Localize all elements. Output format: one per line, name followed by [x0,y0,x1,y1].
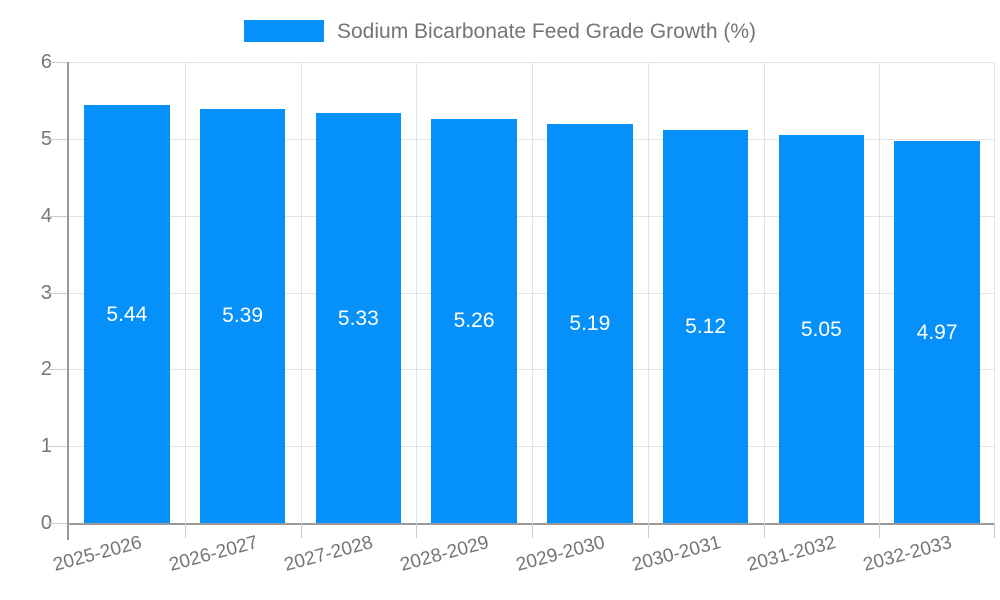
bar[interactable]: 5.12 [662,129,749,523]
bar[interactable]: 4.97 [894,141,980,523]
x-gridline [763,62,765,523]
bar-value-label: 5.33 [337,306,379,330]
y-tick-label: 1 [40,435,52,458]
bar-value-label: 5.44 [106,302,148,326]
y-tick-mark [47,62,67,63]
y-tick-mark [47,138,67,140]
x-gridline [416,62,418,523]
bar[interactable]: 5.26 [431,118,517,523]
bar[interactable]: 5.05 [778,135,865,523]
bar-value-label: 5.12 [685,314,727,338]
y-tick-label: 4 [40,204,52,227]
y-tick-label: 5 [40,127,52,150]
y-tick-mark [47,523,67,524]
x-tick-mark [300,523,302,538]
legend-item[interactable]: Sodium Bicarbonate Feed Grade Growth (%) [243,19,757,43]
x-tick-mark [763,523,765,538]
x-gridline [184,62,186,523]
bar-value-label: 5.05 [800,317,842,341]
bar[interactable]: 5.39 [199,108,286,523]
bar-value-label: 5.39 [222,304,264,328]
x-tick-mark [994,523,995,538]
y-tick-label: 6 [40,51,52,73]
plot-area: 5.44 2025-2026 5.39 2026-2027 5.33 2027-2028 5… [47,62,995,576]
y-axis-tick-extension [67,523,69,540]
x-tick-mark [647,523,649,538]
x-tick-mark [416,523,418,538]
x-tick-mark [532,523,533,538]
y-axis-labels: 0 1 2 3 4 5 6 [0,52,52,533]
x-axis-line [67,523,995,525]
x-gridline [994,62,995,523]
bar-value-label: 5.26 [453,309,495,333]
bar[interactable]: 5.33 [315,113,402,523]
y-tick-mark [47,292,67,294]
y-tick-label: 2 [40,358,52,381]
x-gridline [879,62,881,523]
y-tick-mark [47,446,67,448]
bar-value-label: 4.97 [916,320,958,344]
bar-value-label: 5.19 [569,312,611,336]
x-tick-mark [184,523,186,538]
bar[interactable]: 5.19 [547,124,633,523]
x-gridline [300,62,302,523]
legend-label: Sodium Bicarbonate Feed Grade Growth (%) [336,19,757,43]
x-gridline [647,62,649,523]
legend: Sodium Bicarbonate Feed Grade Growth (%) [0,20,1000,42]
legend-swatch [243,20,324,42]
y-tick-mark [47,215,67,217]
y-tick-mark [47,369,67,371]
x-tick-mark [879,523,881,538]
x-gridline [532,62,533,523]
y-tick-label: 0 [40,512,52,534]
y-tick-label: 3 [40,281,52,304]
bar[interactable]: 5.44 [84,105,170,523]
